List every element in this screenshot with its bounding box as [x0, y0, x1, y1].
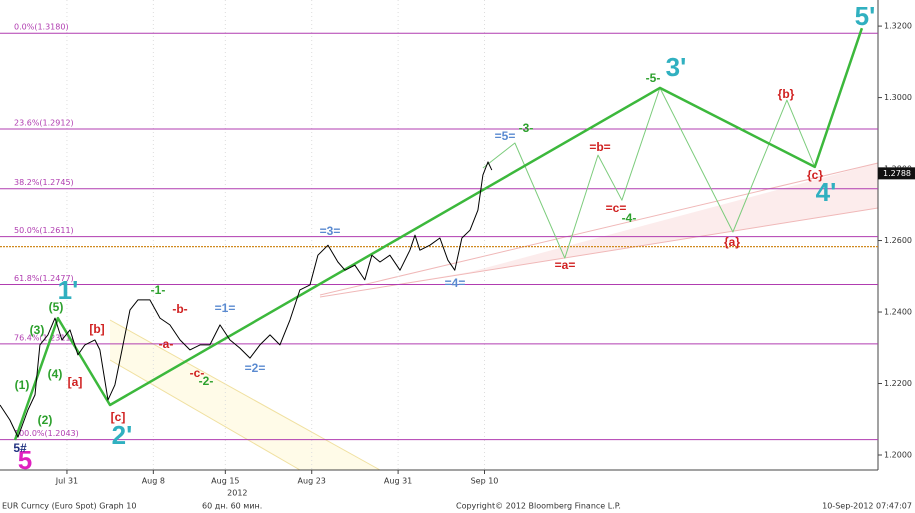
y-tick-label: 1.3200 — [884, 22, 912, 31]
wave-label: -b- — [172, 302, 187, 316]
footer-period: 60 дн. 60 мин. — [202, 502, 262, 511]
wave-label: =a= — [555, 258, 576, 272]
fib-label: 38.2%(1.2745) — [14, 178, 74, 187]
wave-label: {a} — [724, 235, 740, 249]
wave-label: 4' — [816, 177, 837, 207]
wave-label: 5' — [855, 1, 876, 31]
wave-label: 1' — [58, 275, 79, 305]
wave-label: {c} — [807, 168, 823, 182]
channel-line — [319, 162, 879, 296]
x-tick-label: Aug 8 — [142, 477, 165, 486]
y-tick-label: 1.2200 — [884, 379, 912, 388]
wave-label: [a] — [68, 375, 83, 389]
x-tick-label: Aug 31 — [384, 477, 412, 486]
y-tick-label: 1.2400 — [884, 308, 912, 317]
plot-area — [0, 0, 878, 470]
wave-label: -c- — [190, 366, 205, 380]
wave-label: 5# — [13, 441, 27, 455]
wave-label: 5 — [18, 445, 32, 475]
footer-copyright: Copyright© 2012 Bloomberg Finance L.P. — [456, 502, 621, 511]
year-label: 2012 — [227, 489, 247, 498]
wave-label: -2- — [199, 374, 214, 388]
wave_line-line — [13, 27, 864, 441]
wave-label: -a- — [159, 337, 174, 351]
fib-label: 61.8%(1.2477) — [14, 274, 74, 283]
wave-label: =c= — [606, 201, 627, 215]
wave-label: {b} — [778, 87, 795, 101]
wave-label: (4) — [48, 367, 63, 381]
wave-label: =4= — [445, 276, 466, 290]
channel-line — [319, 207, 879, 298]
wave-label: =3= — [320, 224, 341, 238]
y-tick-label: 1.2000 — [884, 450, 912, 459]
fib-label: 100.0%(1.2043) — [14, 429, 79, 438]
wave-label: (3) — [30, 323, 45, 337]
wave-label: -5- — [646, 71, 661, 85]
fib-label: 76.4%(1.2311) — [14, 333, 74, 342]
wave-label: [c] — [111, 410, 126, 424]
price-line — [0, 161, 493, 438]
wave-label: [b] — [89, 322, 104, 336]
fib-label: 23.6%(1.2912) — [14, 119, 74, 128]
wave-label: -3- — [519, 121, 534, 135]
wave-label: =b= — [589, 140, 610, 154]
wave-label: =5= — [495, 129, 516, 143]
wave-label: 2' — [112, 420, 133, 450]
footer-source: EUR Curncy (Euro Spot) Graph 10 — [2, 502, 136, 511]
wave-label: 3' — [666, 52, 687, 82]
wave-label: =1= — [215, 301, 236, 315]
channel-line — [109, 319, 381, 471]
wave-label: -1- — [151, 283, 166, 297]
wave-label: -4- — [622, 211, 637, 225]
y-tick-label: 1.3000 — [884, 93, 912, 102]
x-tick-label: Sep 10 — [471, 477, 499, 486]
footer-timestamp: 10-Sep-2012 07:47:07 — [822, 502, 912, 511]
wave-label: (2) — [38, 413, 53, 427]
last-price-box — [878, 167, 915, 180]
y-tick-label: 1.2600 — [884, 236, 912, 245]
x-tick-label: Aug 23 — [298, 477, 326, 486]
x-tick-label: Jul 31 — [55, 477, 78, 486]
x-tick-label: Aug 15 — [211, 477, 239, 486]
fib-label: 0.0%(1.3180) — [14, 23, 69, 32]
fib-label: 50.0%(1.2611) — [14, 226, 74, 235]
wave-label: (5) — [49, 300, 64, 314]
wave-label: (1) — [15, 378, 30, 392]
channel-line — [109, 359, 301, 471]
last-price-label: 1.2788 — [883, 169, 911, 178]
wave-label: =2= — [245, 361, 266, 375]
